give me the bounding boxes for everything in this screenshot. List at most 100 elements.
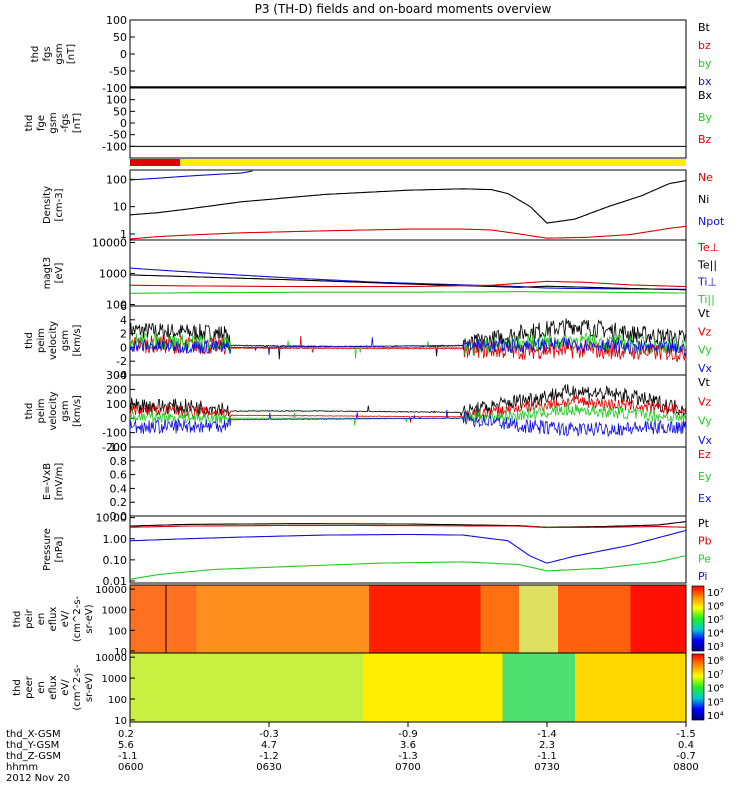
y-tick-label-3: 0 xyxy=(120,412,127,425)
x-row-label-1: thd_Y-GSM xyxy=(6,740,59,751)
y-tick-label-3: 0.01 xyxy=(103,575,128,588)
x-tick-value-0-2: -1.1 xyxy=(118,751,138,762)
y-axis-label-line-2: velocity xyxy=(48,321,59,360)
y-axis-label-line-2: gsm xyxy=(54,43,65,64)
y-tick-label-0: 300 xyxy=(106,369,127,382)
colorbar xyxy=(691,653,705,721)
legend-Te⊥: Te⊥ xyxy=(697,241,719,254)
y-tick-label-0: 100 xyxy=(106,14,127,27)
x-tick-value-4-1: 0.4 xyxy=(678,740,694,751)
date-label: 2012 Nov 20 xyxy=(6,773,70,784)
y-tick-label-1: 1000 xyxy=(102,606,127,617)
heatmap-image xyxy=(130,585,686,653)
x-tick-value-0-1: 5.6 xyxy=(118,740,134,751)
y-tick-label-3: 0 xyxy=(120,341,127,354)
panel-temperature: 10000 1000 100 magt3 [eV] Te⊥ Te|| Ti⊥ Ti|| xyxy=(42,236,719,311)
y-axis-label-line-0: thd xyxy=(24,332,35,349)
y-tick-label-2: 2 xyxy=(120,328,127,341)
panel-mode-bar xyxy=(130,159,687,166)
x-tick-value-4-0: -1.5 xyxy=(676,729,696,740)
series-Pi xyxy=(129,529,687,564)
series-Pt xyxy=(129,521,687,528)
legend-bx: bx xyxy=(698,75,712,88)
x-tick-value-4-2: -0.7 xyxy=(676,751,696,762)
x-tick-value-1-1: 4.7 xyxy=(261,740,277,751)
legend-Vz: Vz xyxy=(698,395,712,408)
y-tick-label-4: -100 xyxy=(102,82,127,95)
y-tick-label-3: 0.4 xyxy=(110,482,128,495)
panel-ion-spectrogram: 10⁷ 10⁶ 10⁵ 10⁴ 10³ 10000 1000 100 10 thd peir en ef… xyxy=(12,584,724,658)
legend-Ti||: Ti|| xyxy=(697,293,715,306)
colorbar-tick-label-2: 10⁶ xyxy=(707,684,724,695)
x-tick-value-3-2: -1.1 xyxy=(537,751,557,762)
x-row-label-0: thd_X-GSM xyxy=(6,729,61,740)
y-axis-label-line-3: [nT] xyxy=(66,44,77,64)
y-axis-label-line-0: thd xyxy=(12,679,23,696)
y-tick-label-1: 1000 xyxy=(102,674,127,685)
legend-Pb: Pb xyxy=(698,535,712,548)
y-axis-label-line-2: velocity xyxy=(48,391,59,430)
y-tick-label-4: -2 xyxy=(116,355,127,368)
x-tick-value-1-0: -0.3 xyxy=(259,729,279,740)
y-axis-label-line-0: magt3 xyxy=(42,257,53,290)
legend-Vx: Vx xyxy=(698,362,713,375)
y-tick-label-0: 10000 xyxy=(92,236,127,249)
legend-bz: bz xyxy=(698,39,711,52)
legend-by: by xyxy=(698,57,712,70)
y-tick-label-1: 1.00 xyxy=(103,533,128,546)
series-Te⊥ xyxy=(130,280,687,288)
y-tick-label-0: 10000 xyxy=(95,653,127,664)
series-Vz xyxy=(129,335,687,363)
y-tick-label-3: 10 xyxy=(114,716,127,727)
x-tick-value-3-3: 0730 xyxy=(534,762,559,773)
series-Vy xyxy=(129,332,687,359)
x-row-label-2: thd_Z-GSM xyxy=(6,751,61,762)
colorbar-tick-label-0: 10⁸ xyxy=(707,656,724,667)
y-axis-label-line-2: en xyxy=(36,613,47,626)
colorbar-tick-label-1: 10⁶ xyxy=(707,602,724,613)
y-tick-label-5: -200 xyxy=(102,441,127,454)
y-tick-label-2: 0 xyxy=(120,48,127,61)
legend-Vy: Vy xyxy=(698,344,712,357)
y-axis-label-line-0: Density xyxy=(42,186,53,224)
x-tick-value-1-3: 0630 xyxy=(256,762,281,773)
panel-frame xyxy=(129,374,687,448)
y-tick-label-3: -50 xyxy=(109,129,127,142)
y-tick-label-3: -50 xyxy=(109,65,127,78)
heatmap-image xyxy=(130,653,686,722)
legend-Vx: Vx xyxy=(698,434,713,447)
y-axis-label-line-1: peir xyxy=(24,608,35,628)
colorbar-tick-label-3: 10⁴ xyxy=(707,629,724,640)
legend-Ti⊥: Ti⊥ xyxy=(697,276,717,289)
y-axis-label-line-3: -fgs xyxy=(60,114,71,133)
y-tick-label-5: 0.0 xyxy=(110,510,128,523)
series-Ti⊥ xyxy=(129,267,686,290)
plot-title: P3 (TH-D) fields and on-board moments ov… xyxy=(255,2,552,16)
y-axis-label-line-0: thd xyxy=(30,46,41,63)
y-tick-label-1: 10 xyxy=(113,201,127,214)
y-tick-label-0: 100 xyxy=(106,94,127,107)
y-tick-label-5: -4 xyxy=(116,369,127,382)
series-Ni xyxy=(129,180,687,224)
y-tick-label-4: 0.2 xyxy=(110,496,128,509)
y-axis-label-line-0: Pressure xyxy=(42,528,53,571)
y-axis-label-line-1: fgs xyxy=(42,46,53,61)
y-axis-label-line-2: gsm xyxy=(48,112,59,133)
y-axis-label-line-4: [km/s] xyxy=(72,395,83,427)
y-axis-label-line-1: peim xyxy=(36,328,47,353)
x-row-label-3: hhmm xyxy=(6,762,38,773)
y-axis-label-line-6: sr-eV) xyxy=(84,604,95,633)
y-axis-label-line-1: peim xyxy=(36,398,47,423)
series-Pe xyxy=(129,555,687,580)
colorbar-tick-label-4: 10⁴ xyxy=(707,711,724,722)
y-axis-label-line-5: (cm^2-s- xyxy=(72,595,83,642)
y-tick-label-2: 100 xyxy=(108,695,127,706)
legend-Ex: Ex xyxy=(698,492,712,505)
y-axis-label-line-3: eflux xyxy=(48,675,59,700)
series-Pb xyxy=(129,524,687,529)
x-tick-value-2-3: 0700 xyxy=(395,762,420,773)
y-axis-label-line-1: [nPa] xyxy=(54,536,65,562)
panel-frame xyxy=(129,446,687,517)
